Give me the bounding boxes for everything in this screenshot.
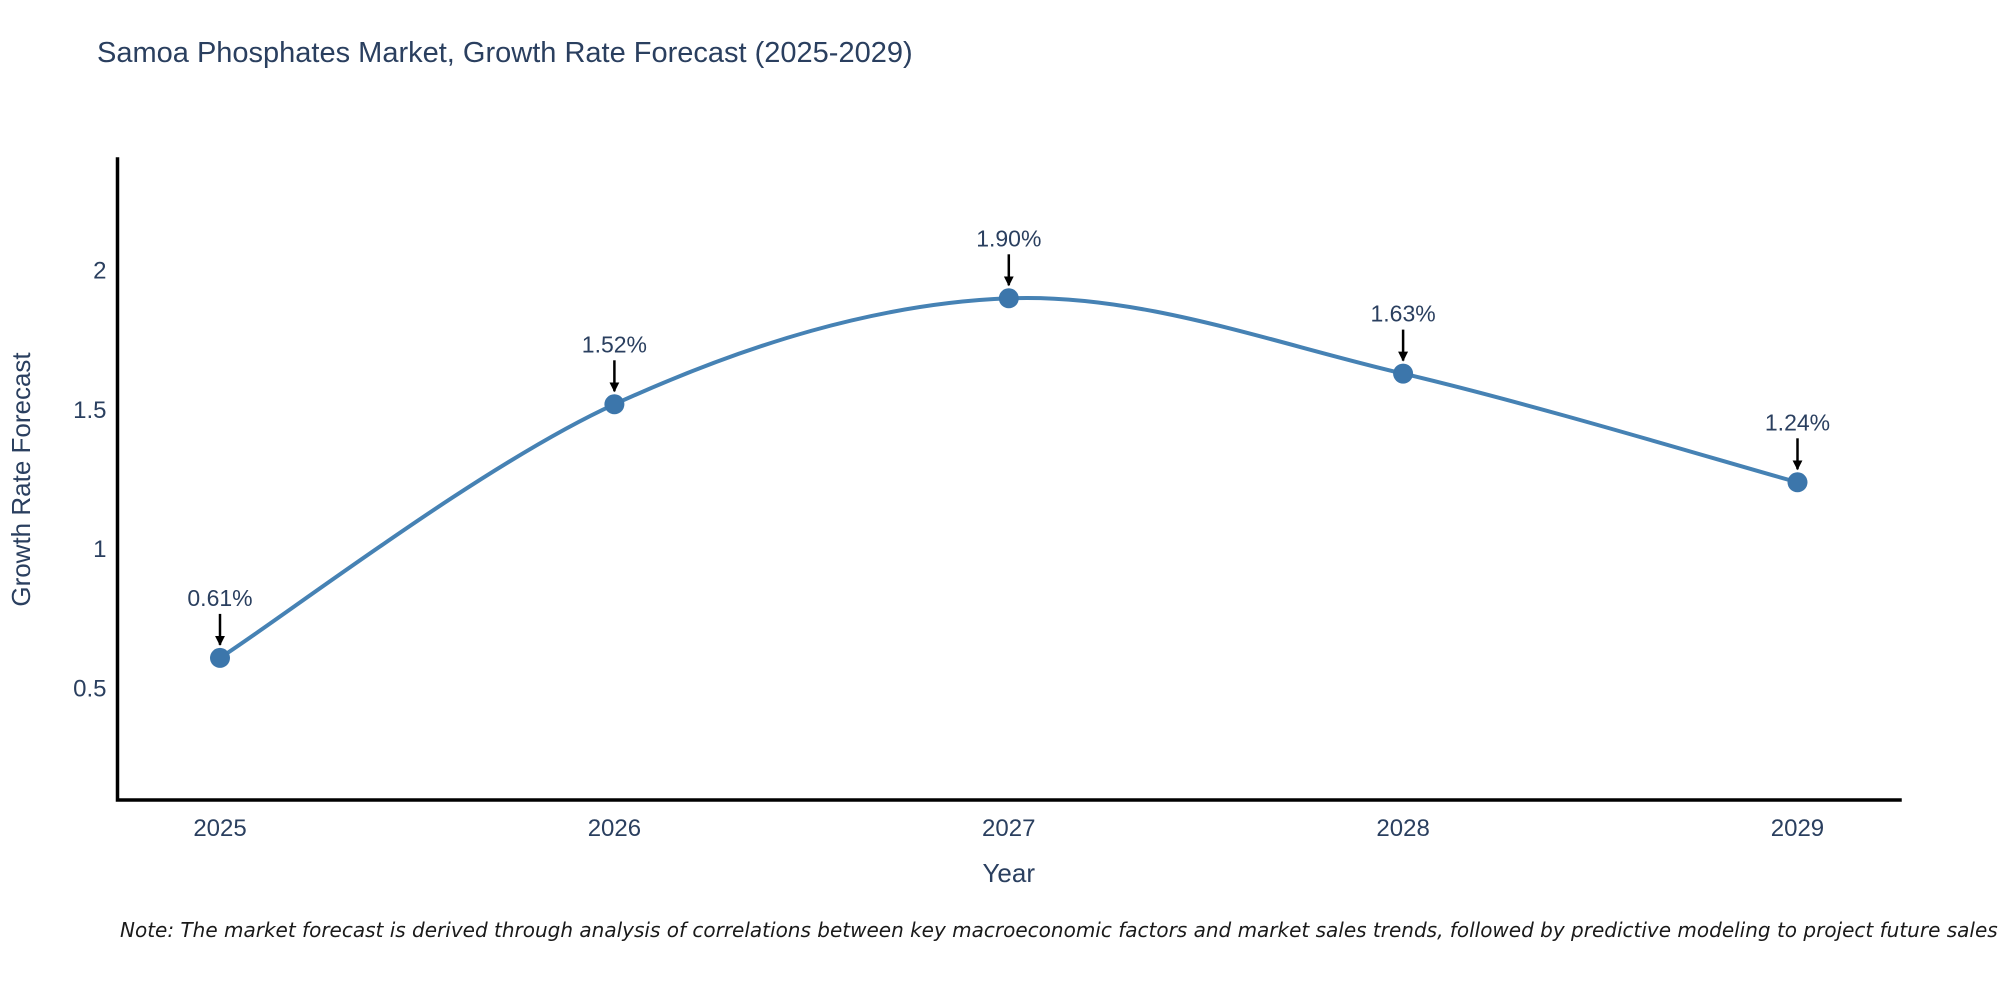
footnote: Note: The market forecast is derived thr… (120, 918, 1998, 942)
data-point-marker (210, 647, 230, 668)
data-point-marker (998, 288, 1019, 309)
y-tick-label: 2 (93, 257, 106, 284)
x-tick-label: 2029 (1771, 815, 1824, 842)
x-tick-label: 2027 (982, 815, 1035, 842)
annotation-label: 1.24% (1765, 409, 1830, 435)
annotation-label: 1.90% (976, 225, 1041, 251)
y-axis-title: Growth Rate Forecast (6, 352, 36, 607)
x-axis-title: Year (982, 858, 1035, 888)
x-tick-label: 2028 (1376, 815, 1429, 842)
y-tick-label: 1.5 (73, 397, 106, 424)
axis-spines (115, 157, 1902, 802)
annotation-label: 0.61% (187, 585, 252, 611)
series-line (218, 295, 1800, 660)
x-tick-label: 2026 (588, 815, 641, 842)
y-tick-label: 1 (93, 536, 106, 563)
chart-title: Samoa Phosphates Market, Growth Rate For… (97, 37, 913, 69)
annotation-label: 1.52% (582, 331, 647, 357)
data-point-marker (1787, 472, 1808, 493)
y-tick-label: 0.5 (73, 676, 106, 703)
data-point-marker (1393, 363, 1414, 384)
data-point-marker (604, 394, 625, 415)
annotation-label: 1.63% (1370, 301, 1435, 327)
x-tick-label: 2025 (193, 815, 246, 842)
